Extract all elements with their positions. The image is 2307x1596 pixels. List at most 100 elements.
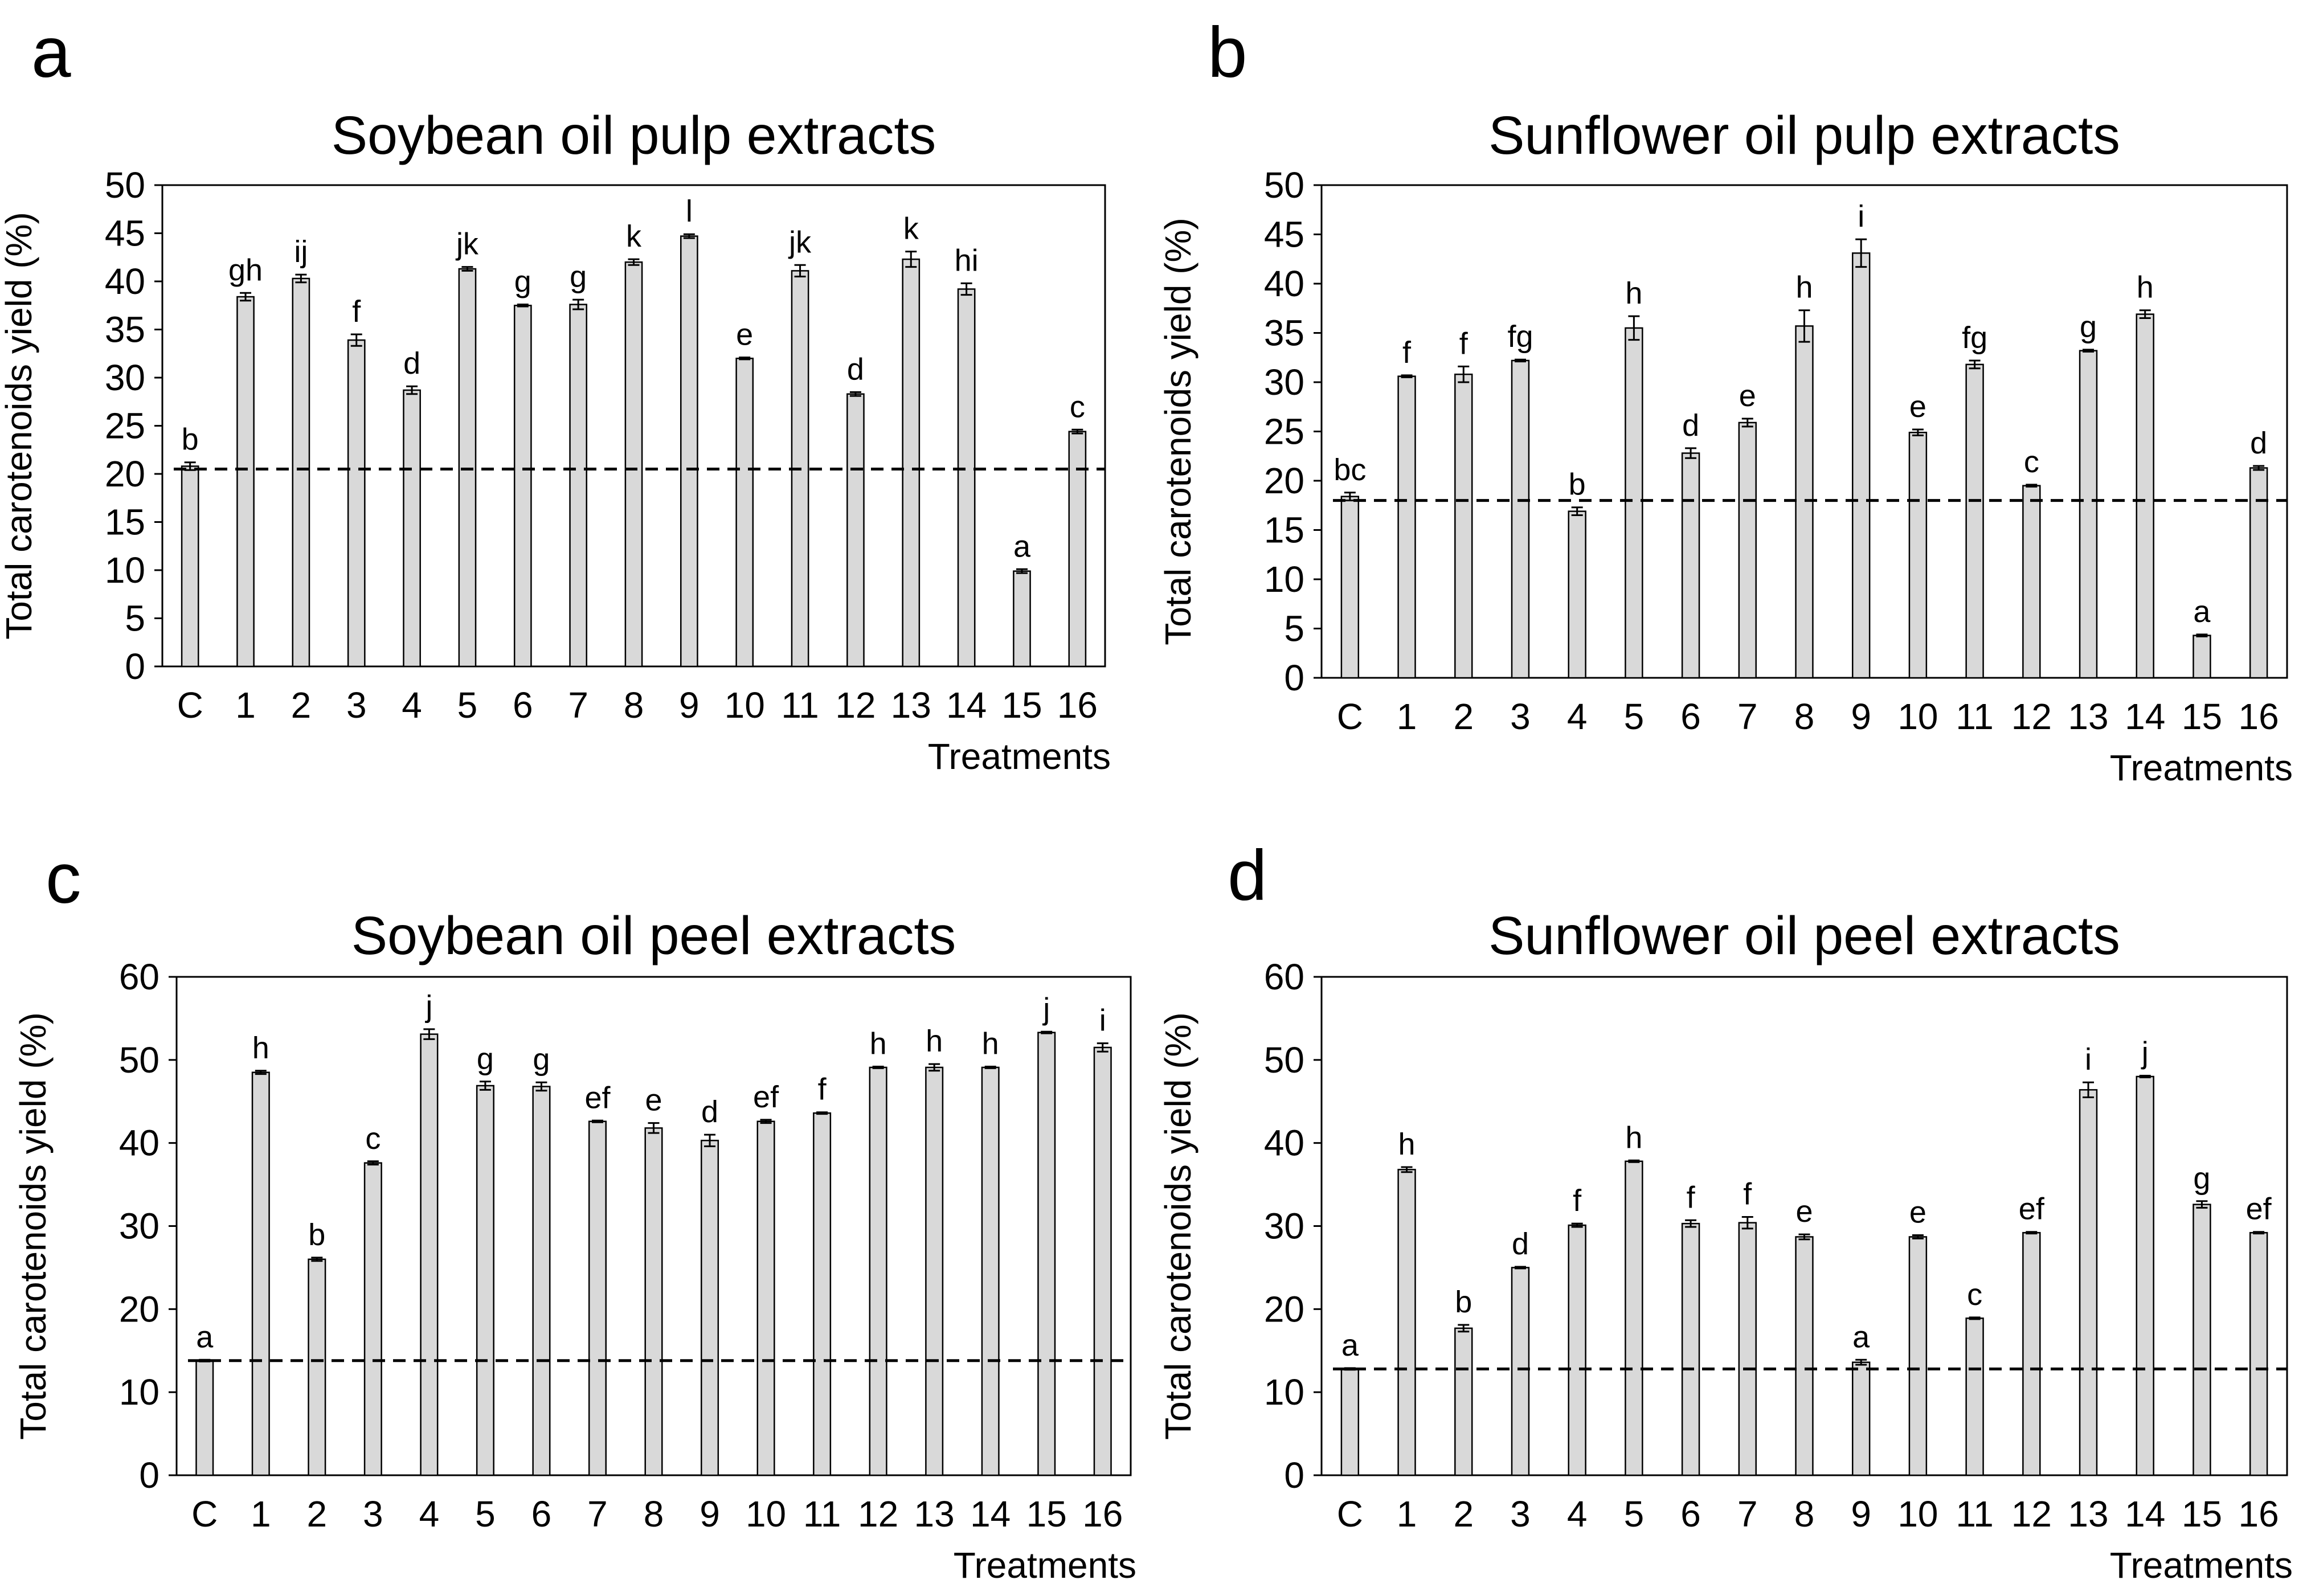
x-tick-label: 14 xyxy=(970,1493,1011,1534)
bar xyxy=(902,258,921,668)
significance-label: g xyxy=(2080,310,2097,344)
bar xyxy=(1852,1361,1871,1476)
error-bar xyxy=(1571,506,1583,517)
error-bar xyxy=(928,1063,940,1072)
bar xyxy=(846,393,865,668)
x-tick-label: 6 xyxy=(513,685,533,726)
x-axis-label: Treatments xyxy=(928,736,1111,777)
x-tick-label: 5 xyxy=(1624,696,1645,737)
significance-label: a xyxy=(1013,529,1031,563)
significance-label: a xyxy=(1341,1328,1359,1362)
error-bar xyxy=(591,1119,603,1123)
bar xyxy=(1340,1368,1360,1476)
bar xyxy=(869,1066,887,1476)
x-tick-label: 10 xyxy=(1897,1493,1938,1534)
x-tick-label: 4 xyxy=(402,685,422,726)
bar xyxy=(925,1066,944,1476)
error-bar xyxy=(1798,309,1810,343)
y-tick-label: 35 xyxy=(1264,313,1304,354)
y-tick-label: 60 xyxy=(119,956,159,997)
significance-label: f xyxy=(1402,335,1412,370)
x-tick-label: C xyxy=(1337,1493,1363,1534)
error-bar xyxy=(1458,1324,1470,1333)
error-bar xyxy=(350,333,362,347)
significance-label: fg xyxy=(1962,321,1987,355)
bar xyxy=(2136,313,2154,679)
panel-letter: c xyxy=(46,839,81,918)
significance-label: ij xyxy=(294,235,308,269)
error-bar xyxy=(311,1257,323,1262)
error-bar xyxy=(295,273,307,284)
bar xyxy=(403,389,421,668)
error-bar xyxy=(240,292,252,302)
significance-label: h xyxy=(1625,276,1642,310)
significance-label: hi xyxy=(955,243,979,277)
bar xyxy=(1965,363,1984,679)
significance-label: e xyxy=(736,318,753,352)
bar xyxy=(195,1360,214,1476)
bar xyxy=(251,1071,270,1476)
y-tick-label: 40 xyxy=(105,261,145,302)
x-tick-label: 13 xyxy=(2068,1493,2108,1534)
x-tick-label: 10 xyxy=(746,1493,786,1534)
bar xyxy=(756,1120,775,1476)
bar xyxy=(1397,1169,1416,1476)
error-bar xyxy=(816,1111,828,1115)
significance-label: j xyxy=(2141,1036,2149,1070)
x-tick-label: 15 xyxy=(2182,696,2222,737)
x-tick-label: 4 xyxy=(1567,696,1588,737)
error-bar xyxy=(648,1122,660,1134)
x-tick-label: 5 xyxy=(1624,1493,1645,1534)
significance-label: f xyxy=(352,294,361,329)
significance-label: i xyxy=(1858,199,1864,234)
x-tick-label: 2 xyxy=(291,685,312,726)
y-tick-label: 40 xyxy=(119,1123,159,1164)
x-tick-label: 9 xyxy=(700,1493,720,1534)
error-bar xyxy=(704,1133,716,1147)
significance-label: b xyxy=(182,423,199,457)
y-tick-label: 0 xyxy=(139,1455,159,1496)
significance-label: d xyxy=(1682,408,1699,443)
significance-label: d xyxy=(2250,426,2267,460)
x-tick-label: 11 xyxy=(1956,1493,1993,1534)
y-tick-label: 15 xyxy=(105,502,145,543)
x-axis-label: Treatments xyxy=(2110,747,2293,788)
x-axis-label: Treatments xyxy=(2110,1545,2293,1586)
chart-title: Soybean oil pulp extracts xyxy=(332,105,936,166)
x-tick-label: 14 xyxy=(2125,1493,2165,1534)
error-bar xyxy=(1741,418,1753,428)
error-bar xyxy=(1628,1159,1640,1163)
significance-label: c xyxy=(2024,445,2039,479)
bar xyxy=(1454,373,1473,679)
x-tick-label: 1 xyxy=(251,1493,271,1534)
significance-label: h xyxy=(1625,1120,1642,1155)
error-bar xyxy=(2253,1231,2265,1235)
significance-label: c xyxy=(1070,390,1085,424)
significance-label: g xyxy=(2193,1161,2210,1196)
x-tick-label: 3 xyxy=(363,1493,383,1534)
significance-label: ef xyxy=(2246,1192,2272,1226)
bar xyxy=(347,339,366,668)
bar xyxy=(1908,431,1928,679)
error-bar xyxy=(1401,1166,1413,1173)
bar xyxy=(1013,570,1031,668)
x-tick-label: 8 xyxy=(1794,1493,1815,1534)
bar xyxy=(680,235,698,668)
bar xyxy=(1738,421,1757,679)
x-tick-label: 13 xyxy=(2068,696,2108,737)
significance-label: e xyxy=(1795,1194,1813,1229)
bar xyxy=(2193,635,2211,679)
bar xyxy=(588,1120,607,1476)
x-tick-label: 7 xyxy=(1737,1493,1758,1534)
significance-label: c xyxy=(365,1122,381,1156)
bar xyxy=(1068,431,1087,668)
significance-label: h xyxy=(926,1024,943,1058)
error-bar xyxy=(406,385,418,395)
bar xyxy=(1852,252,1871,679)
error-bar xyxy=(1458,365,1470,383)
significance-label: j xyxy=(1042,992,1050,1026)
bar xyxy=(2022,485,2041,679)
x-tick-label: 16 xyxy=(2239,696,2279,737)
error-bar xyxy=(1798,1233,1810,1241)
bar xyxy=(458,268,477,668)
